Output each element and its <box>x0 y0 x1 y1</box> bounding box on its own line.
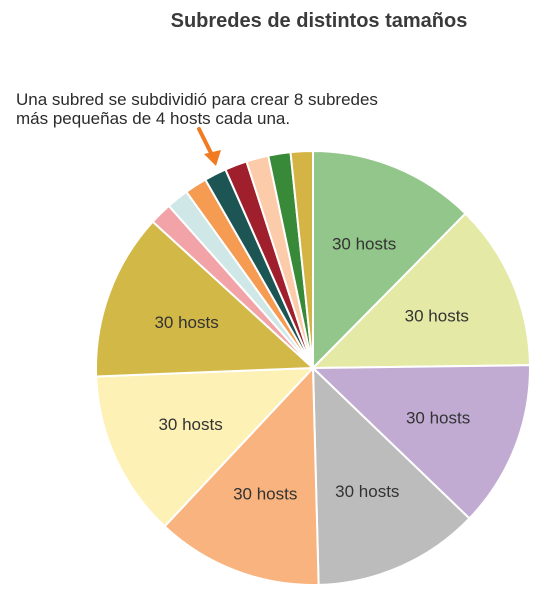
annotation-text: Una subred se subdividió para crear 8 su… <box>16 90 378 128</box>
slice-labels: 30 hosts 30 hosts 30 hosts 30 hosts 30 hosts… <box>154 235 470 504</box>
arrow-shaft <box>197 127 213 155</box>
slice-label-5: 30 hosts <box>233 485 297 504</box>
chart-title: Subredes de distintos tamaños <box>170 10 468 32</box>
annotation-line-2: más pequeñas de 4 hosts cada una. <box>16 109 291 128</box>
annotation-arrow <box>197 127 221 166</box>
pie-slice-7 <box>95 220 316 378</box>
pie-slice-5 <box>163 365 320 586</box>
slice-label-6: 30 hosts <box>158 415 222 434</box>
pie-slice-6 <box>95 366 316 528</box>
slice-label-4: 30 hosts <box>335 482 399 501</box>
slice-label-1: 30 hosts <box>332 235 396 254</box>
pie-slice-4 <box>311 365 471 586</box>
arrow-head <box>204 150 221 166</box>
slice-label-2: 30 hosts <box>405 306 469 325</box>
pie-slices <box>95 149 531 586</box>
pie-slice-2 <box>310 212 531 370</box>
annotation-line-1: Una subred se subdividió para crear 8 su… <box>16 90 378 109</box>
pie-slice-1 <box>312 149 467 371</box>
slice-label-3: 30 hosts <box>406 409 470 428</box>
pie-slice-3 <box>310 364 531 520</box>
slice-label-7: 30 hosts <box>154 313 218 332</box>
pie-slice-15 <box>289 149 314 369</box>
